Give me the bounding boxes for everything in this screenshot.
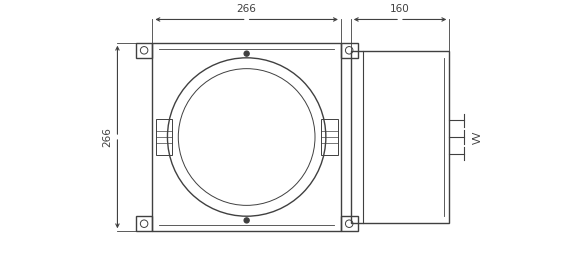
Bar: [136, 43, 153, 58]
Bar: [341, 43, 357, 58]
Bar: [153, 43, 341, 231]
Text: 266: 266: [237, 4, 256, 15]
Circle shape: [244, 218, 249, 223]
Text: VV: VV: [473, 130, 483, 144]
Bar: [341, 216, 357, 231]
Bar: [351, 51, 450, 223]
Circle shape: [244, 51, 249, 56]
Text: 266: 266: [103, 127, 113, 147]
Bar: [156, 119, 172, 155]
Bar: [321, 119, 338, 155]
Bar: [136, 216, 153, 231]
Text: 160: 160: [390, 4, 410, 15]
